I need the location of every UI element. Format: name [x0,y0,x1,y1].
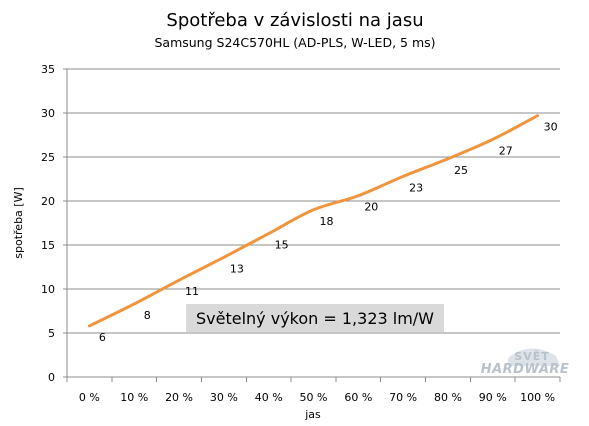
y-tick-label-35: 35 [41,63,55,76]
series-line [87,114,540,328]
watermark-logo: SVĚT HARDWARE [481,348,570,377]
y-tick-label-0: 0 [48,371,55,384]
y-axis-label: spotřeba [W] [12,187,25,258]
annotation-text: Světelný výkon = 1,323 lm/W [196,309,434,328]
annotation-box: Světelný výkon = 1,323 lm/W [186,304,444,332]
data-label-10: 30 [544,121,558,134]
data-label-1: 8 [144,309,151,322]
data-labels: 6 8 11 13 15 18 20 23 25 27 30 [99,121,558,344]
chart-subtitle: Samsung S24C570HL (AD-PLS, W-LED, 5 ms) [154,35,435,50]
data-label-2: 11 [185,285,199,298]
chart-title: Spotřeba v závislosti na jasu [166,10,423,31]
x-tick-label-2: 20 % [165,391,193,404]
x-tick-label-1: 10 % [120,391,148,404]
y-tick-label-25: 25 [41,151,55,164]
y-tick-label-20: 20 [41,195,55,208]
y-tick-label-30: 30 [41,107,55,120]
x-tick-label-3: 30 % [210,391,238,404]
data-label-9: 27 [499,144,513,157]
x-tick-label-6: 60 % [344,391,372,404]
data-label-8: 25 [454,164,468,177]
x-tick-label-4: 40 % [255,391,283,404]
x-axis-label: jas [304,408,321,421]
x-tick-label-8: 80 % [434,391,462,404]
x-tick-label-5: 50 % [300,391,328,404]
y-tick-label-15: 15 [41,239,55,252]
gridlines [63,68,560,378]
x-tick-label-9: 90 % [479,391,507,404]
x-tick-labels: 0 % 10 % 20 % 30 % 40 % 50 % 60 % 70 % 80 % 90 % 1… [79,391,555,404]
data-label-4: 15 [275,239,289,252]
watermark-bottom: HARDWARE [481,362,570,377]
annotation-background [186,304,444,332]
watermark-top: SVĚT [514,350,549,363]
data-label-7: 23 [409,181,423,194]
x-tick-label-10: 100 % [520,391,555,404]
data-label-6: 20 [364,201,378,214]
y-tick-label-5: 5 [48,327,55,340]
axes [66,69,561,382]
x-tick-label-0: 0 % [79,391,100,404]
data-label-5: 18 [320,215,334,228]
y-tick-labels: 0 5 10 15 20 25 30 35 [41,63,55,384]
y-tick-label-10: 10 [41,283,55,296]
x-tick-label-7: 70 % [389,391,417,404]
data-label-0: 6 [99,331,106,344]
data-label-3: 13 [230,262,244,275]
